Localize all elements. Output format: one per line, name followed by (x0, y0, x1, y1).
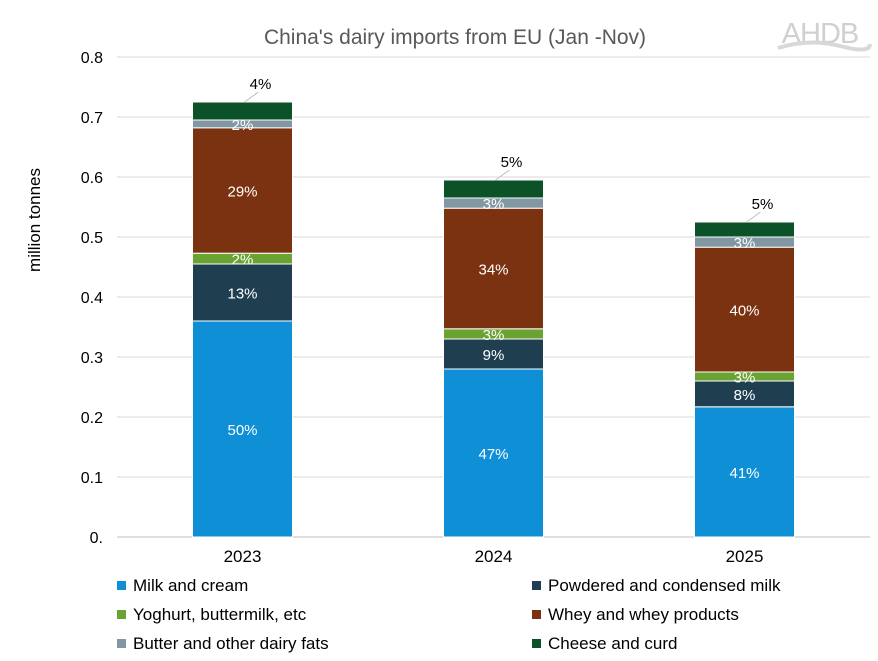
y-tick-label: 0.1 (81, 470, 103, 487)
ahdb-logo: AHDB (777, 18, 872, 52)
bar-segment (694, 406, 795, 538)
legend-item: Yoghurt, buttermilk, etc (117, 605, 307, 624)
legend-swatch (532, 639, 541, 648)
y-tick-label: 0.7 (81, 110, 103, 127)
y-tick-label: 0. (90, 530, 103, 547)
legend-label: Milk and cream (133, 576, 248, 595)
legend-swatch (117, 610, 126, 619)
legend-swatch (532, 610, 541, 619)
legend-swatch (117, 581, 126, 590)
legend-label: Yoghurt, buttermilk, etc (133, 605, 307, 624)
data-label: 47% (478, 446, 508, 463)
bar-segment (694, 221, 795, 238)
data-label: 3% (734, 370, 756, 387)
label-leader-line (495, 169, 510, 181)
y-tick-label: 0.3 (81, 350, 103, 367)
bar-segment (694, 246, 795, 373)
data-label: 50% (227, 422, 257, 439)
y-tick-label: 0.4 (81, 290, 103, 307)
data-label: 9% (483, 347, 505, 364)
data-label: 2% (232, 117, 254, 134)
legend-label: Cheese and curd (548, 634, 677, 653)
legend-item: Milk and cream (117, 576, 248, 595)
legend-swatch (532, 581, 541, 590)
legend-item: Whey and whey products (532, 605, 739, 624)
data-label: 3% (734, 235, 756, 252)
x-tick-label: 2025 (726, 547, 764, 566)
x-tick-label: 2024 (475, 547, 513, 566)
legend-item: Butter and other dairy fats (117, 634, 329, 653)
bar-segment (443, 207, 544, 330)
data-label: 5% (752, 196, 774, 213)
data-label: 34% (478, 262, 508, 279)
legend-swatch (117, 639, 126, 648)
legend-item: Powdered and condensed milk (532, 576, 781, 595)
data-label: 41% (729, 465, 759, 482)
data-label: 3% (483, 196, 505, 213)
legend-label: Whey and whey products (548, 605, 739, 624)
data-label: 3% (483, 327, 505, 344)
label-leader-line (746, 211, 761, 223)
data-label: 29% (227, 184, 257, 201)
bar-segment (192, 320, 293, 538)
data-label: 5% (501, 154, 523, 171)
label-leader-line (244, 91, 259, 103)
data-label: 4% (250, 76, 272, 93)
x-tick-label: 2023 (224, 547, 262, 566)
data-label: 8% (734, 387, 756, 404)
y-axis-label: million tonnes (25, 168, 44, 272)
chart-title: China's dairy imports from EU (Jan -Nov) (264, 26, 646, 49)
legend-label: Powdered and condensed milk (548, 576, 781, 595)
y-tick-label: 0.8 (81, 50, 103, 67)
bar-segment (443, 368, 544, 538)
legend-item: Cheese and curd (532, 634, 677, 653)
y-tick-label: 0.2 (81, 410, 103, 427)
bar-segment (192, 101, 293, 121)
bar-segment (694, 380, 795, 408)
y-tick-label: 0.6 (81, 170, 103, 187)
bar-segment (443, 338, 544, 370)
legend-label: Butter and other dairy fats (133, 634, 329, 653)
data-label: 2% (232, 252, 254, 269)
data-label: 40% (729, 303, 759, 320)
data-label: 13% (227, 286, 257, 303)
y-tick-label: 0.5 (81, 230, 103, 247)
bar-segment (443, 179, 544, 199)
